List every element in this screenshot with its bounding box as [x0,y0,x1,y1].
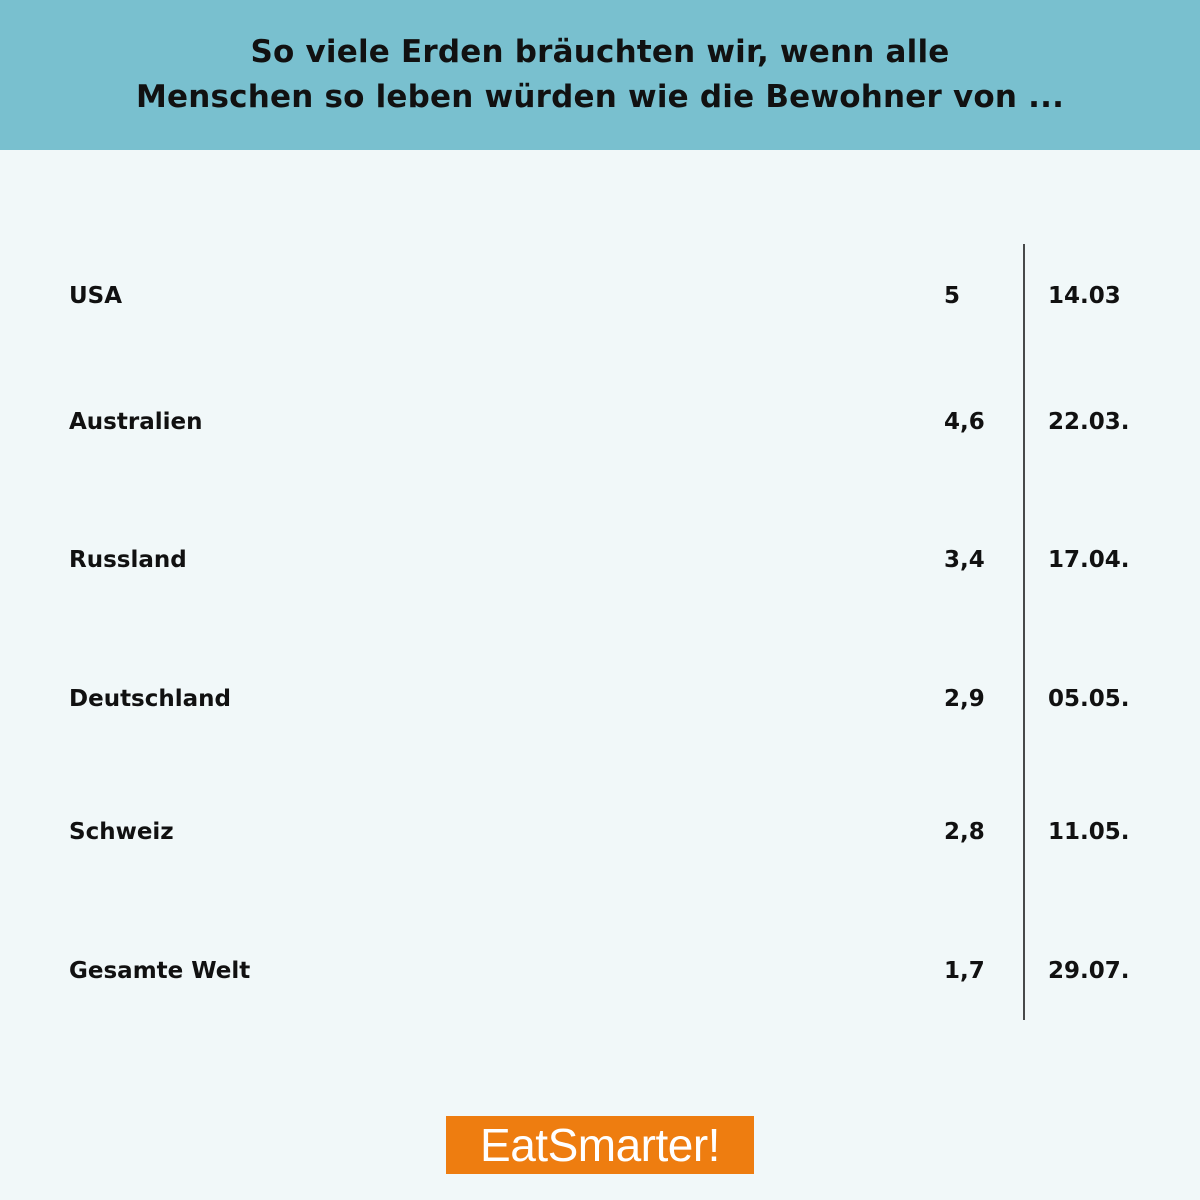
earth-icon [282,509,382,609]
earths-value: 3,4 [944,547,985,573]
earth-icon [410,920,480,1020]
header-bar [0,0,1200,150]
row-deutschland: Deutschland 2,9 05.05. [69,648,1130,748]
eatsmarter-logo: EatSmarter! [446,1116,754,1174]
page-title: So viele Erden bräuchten wir, wenn alle … [0,30,1200,120]
title-line-1: So viele Erden bräuchten wir, wenn alle [250,34,950,70]
earth-icon [666,245,766,345]
country-label: Russland [69,547,187,573]
earth-icon [282,920,382,1020]
earths-value: 2,9 [944,686,985,712]
earth-icon [538,648,628,748]
earth-icon [410,648,510,748]
overshoot-date: 29.07. [1048,958,1130,984]
earths-value: 2,8 [944,819,985,845]
country-label: Schweiz [69,819,174,845]
overshoot-date: 22.03. [1048,409,1130,435]
country-label: Australien [69,409,202,435]
earth-icon [410,245,510,345]
earth-icon [410,509,510,609]
country-label: Deutschland [69,686,231,712]
earths-value: 1,7 [944,958,985,984]
row-usa: USA 5 14.03 [69,245,1121,345]
earths-value: 5 [944,283,960,309]
row-australien: Australien 4,6 22.03. [69,371,1130,471]
overshoot-date: 17.04. [1048,547,1130,573]
country-label: USA [69,283,122,309]
row-gesamte-welt: Gesamte Welt 1,7 29.07. [69,920,1130,1020]
earth-icon [538,781,618,881]
country-label: Gesamte Welt [69,958,250,984]
title-line-2: Menschen so leben würden wie die Bewohne… [135,79,1065,115]
earth-icon [282,371,382,471]
row-russland: Russland 3,4 17.04. [69,509,1130,609]
earth-icon [794,245,894,345]
earth-icon [666,509,706,609]
overshoot-date: 05.05. [1048,686,1130,712]
row-schweiz: Schweiz 2,8 11.05. [69,781,1130,881]
earth-icon [282,781,382,881]
earths-value: 4,6 [944,409,985,435]
earth-icon [538,371,638,471]
earth-icon [410,781,510,881]
overshoot-date: 11.05. [1048,819,1130,845]
earth-icon [538,245,638,345]
earth-icon [538,509,638,609]
chart-rows: USA 5 14.03 Australien 4,6 22.03. Russland 3,4 1… [69,245,1130,1020]
earth-icon [282,648,382,748]
earth-icon [794,371,854,471]
earth-icon [282,245,382,345]
earth-icon [410,371,510,471]
earth-icon [666,371,766,471]
logo-text: EatSmarter! [480,1119,720,1171]
overshoot-date: 14.03 [1048,283,1121,309]
